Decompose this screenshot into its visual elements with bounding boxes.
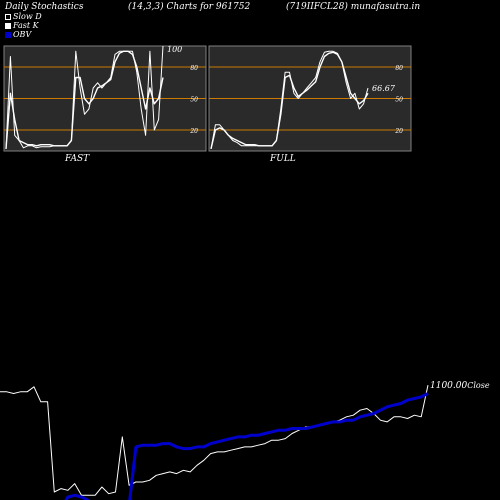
fast-slow-d-line	[5, 50, 164, 149]
full-slow-d-line	[210, 51, 369, 150]
legend-obv: OBV	[5, 30, 31, 39]
legend-obv-swatch	[5, 32, 11, 38]
legend-slow-d-swatch	[5, 14, 11, 20]
legend-fast-k-swatch	[5, 23, 11, 29]
chart-params: (14,3,3) Charts for 961752	[128, 2, 251, 12]
full-last-value-label: 66.67	[372, 84, 396, 93]
fast-tick-label-20: 20	[189, 128, 198, 135]
legend-slow-d: Slow D	[5, 12, 42, 21]
fast-tick-label-80: 80	[190, 65, 198, 72]
full-panel-label: FULL	[269, 154, 296, 164]
close-series-label: Close	[467, 381, 490, 390]
chart-symbol: (719IIFCL28) munafasutra.in	[286, 2, 421, 12]
legend-obv-label: OBV	[13, 30, 32, 39]
fast-panel-label: FAST	[64, 154, 90, 164]
legend-fast-k: Fast K	[5, 21, 39, 30]
close-last-value-label: 1100.00Close	[430, 381, 490, 391]
obv-line	[64, 392, 429, 500]
fast-fast-k-line	[5, 45, 164, 149]
close-price-line	[0, 384, 429, 496]
chart-title: Daily Stochastics	[5, 2, 84, 12]
legend-slow-d-label: Slow D	[13, 12, 42, 21]
full-tick-label-50: 50	[395, 97, 403, 104]
fast-last-value-label: 100	[167, 45, 182, 54]
full-tick-label-20: 20	[394, 128, 403, 135]
legend-fast-k-label: Fast K	[13, 21, 39, 30]
fast-tick-label-50: 50	[190, 97, 198, 104]
full-tick-label-80: 80	[395, 65, 403, 72]
